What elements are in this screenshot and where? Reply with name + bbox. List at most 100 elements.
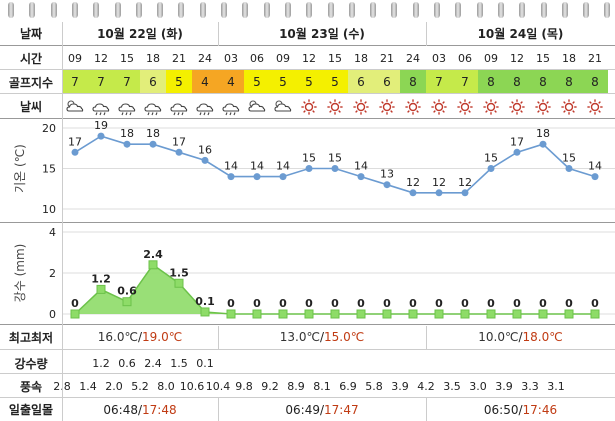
temp-point [305, 165, 313, 172]
wind-cell: 4.2 [417, 379, 435, 393]
y-axis-label: 강수 (mm) [13, 244, 27, 303]
sunny-icon [556, 96, 582, 118]
y-tick-label: 10 [42, 203, 56, 216]
temp-point [279, 173, 287, 181]
golf-index-cell: 8 [478, 70, 504, 94]
precip-cell: 0.1 [196, 356, 214, 370]
temp-point [565, 165, 573, 172]
golf-index-cell: 6 [374, 70, 400, 94]
wind-cell: 8.9 [287, 379, 305, 393]
binder-rings [0, 0, 615, 22]
golf-index-cell: 5 [244, 70, 270, 94]
wind-cell: 3.5 [443, 379, 461, 393]
data-label: 15 [302, 152, 316, 165]
wind-cell: 6.9 [339, 379, 357, 393]
binder-ring [114, 2, 121, 18]
sun-day-3: 06:50/17:46 [426, 398, 615, 421]
max-temp: 19.0℃ [142, 330, 183, 344]
time-cell: 21 [172, 51, 186, 65]
sunny-icon [478, 96, 504, 118]
time-cell: 09 [276, 51, 290, 65]
wind-cell: 10.6 [179, 379, 205, 393]
sunny-icon [582, 96, 608, 118]
data-label: 14 [354, 160, 368, 173]
data-label: 17 [68, 135, 82, 148]
data-label: 17 [172, 135, 186, 148]
data-label: 13 [380, 168, 394, 181]
precipitation-label: 강수량 [14, 356, 48, 371]
precip-point [356, 309, 366, 319]
temp-point [435, 189, 443, 197]
divider [0, 324, 615, 325]
wind-cell: 1.4 [79, 379, 97, 393]
y-tick-label: 15 [42, 163, 56, 176]
data-label: 0 [71, 297, 79, 310]
data-label: 0 [435, 297, 443, 310]
date-label: 날짜 [19, 26, 43, 41]
data-label: 0 [539, 297, 547, 310]
partly-cloudy-icon [244, 96, 270, 118]
time-cell: 18 [354, 51, 368, 65]
time-cell: 18 [146, 51, 160, 65]
min-max-day-2: 13.0℃/15.0℃ [218, 326, 426, 348]
binder-ring [561, 2, 568, 18]
time-cell: 21 [380, 51, 394, 65]
wind-cell: 8.0 [157, 379, 175, 393]
time-cell: 06 [250, 51, 264, 65]
golf-index-cell: 5 [296, 70, 322, 94]
binder-ring [519, 2, 526, 18]
temp-point [123, 140, 131, 148]
sunny-icon [530, 96, 556, 118]
binder-ring [604, 2, 611, 18]
data-label: 15 [328, 152, 342, 165]
divider [426, 22, 427, 46]
wind-cell: 2.0 [105, 379, 123, 393]
y-tick-label: 2 [49, 267, 56, 280]
sunny-icon [400, 96, 426, 118]
data-label: 0 [409, 297, 417, 310]
wind-cell: 5.8 [365, 379, 383, 393]
binder-ring [178, 2, 185, 18]
rain-icon [88, 96, 114, 118]
precip-area [75, 264, 595, 314]
temp-point [331, 165, 339, 172]
time-cell: 06 [458, 51, 472, 65]
precip-point [96, 284, 106, 294]
golf-index-cell: 7 [88, 70, 114, 94]
data-label: 14 [224, 160, 238, 173]
binder-ring [497, 2, 504, 18]
sun-day-2: 06:49/17:47 [218, 398, 426, 421]
divider [0, 222, 615, 223]
binder-ring [540, 2, 547, 18]
data-label: 0 [305, 297, 313, 310]
weather-label: 날씨 [19, 99, 43, 114]
time-cell: 18 [562, 51, 576, 65]
binder-ring [93, 2, 100, 18]
binder-ring [434, 2, 440, 18]
time-cell: 15 [536, 51, 550, 65]
golf-index-cell: 8 [400, 70, 426, 94]
precip-point [226, 309, 236, 319]
golf-index-cell: 5 [322, 70, 348, 94]
time-cell: 12 [302, 51, 316, 65]
temp-point [253, 173, 261, 181]
data-label: 14 [250, 160, 264, 173]
binder-ring [135, 2, 142, 18]
rain-icon [114, 96, 140, 118]
data-label: 0 [253, 297, 261, 310]
sunny-icon [296, 96, 322, 118]
precip-point [564, 309, 574, 319]
rain-icon [192, 96, 218, 118]
precip-cell [478, 352, 504, 374]
y-tick-label: 20 [42, 122, 56, 135]
precip-cell [374, 352, 400, 374]
binder-ring [8, 2, 14, 18]
divider [62, 22, 63, 421]
sun-separator: / [518, 402, 523, 417]
min-max-separator: / [137, 330, 143, 344]
wind-cell: 3.3 [521, 379, 539, 393]
precip-cell [426, 352, 452, 374]
precip-point [434, 309, 444, 319]
time-cell: 24 [406, 51, 420, 65]
